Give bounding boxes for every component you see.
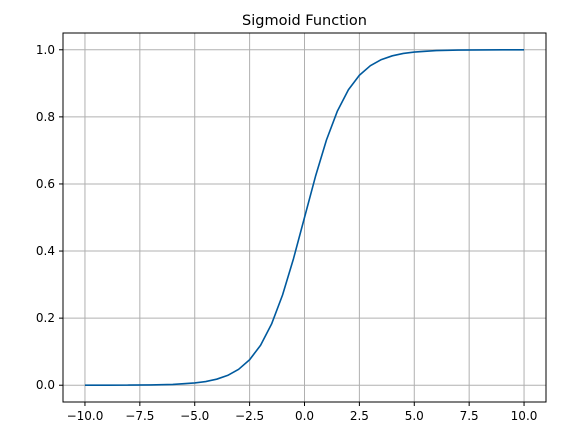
y-tick-label: 0.0: [36, 378, 55, 392]
x-tick-label: 2.5: [350, 409, 369, 423]
x-axis-ticks: −10.0 −7.5 −5.0 −2.5 0.0 2.5 5.0 7.5 10.0: [67, 402, 538, 423]
y-tick-label: 0.2: [36, 311, 55, 325]
x-tick-label: −7.5: [125, 409, 154, 423]
x-tick-label: 5.0: [405, 409, 424, 423]
x-tick-label: −5.0: [180, 409, 209, 423]
x-tick-label: 0.0: [295, 409, 314, 423]
y-tick-label: 0.8: [36, 110, 55, 124]
chart-title: Sigmoid Function: [242, 13, 367, 29]
y-tick-label: 0.4: [36, 244, 55, 258]
x-tick-label: −10.0: [67, 409, 104, 423]
y-tick-label: 1.0: [36, 43, 55, 57]
x-tick-label: 7.5: [460, 409, 479, 423]
series-layer: [84, 48, 525, 387]
series-line-0: [84, 48, 525, 387]
x-tick-label: 10.0: [511, 409, 538, 423]
x-tick-label: −2.5: [235, 409, 264, 423]
y-tick-label: 0.6: [36, 177, 55, 191]
y-axis-ticks: 0.0 0.2 0.4 0.6 0.8 1.0: [36, 43, 63, 392]
